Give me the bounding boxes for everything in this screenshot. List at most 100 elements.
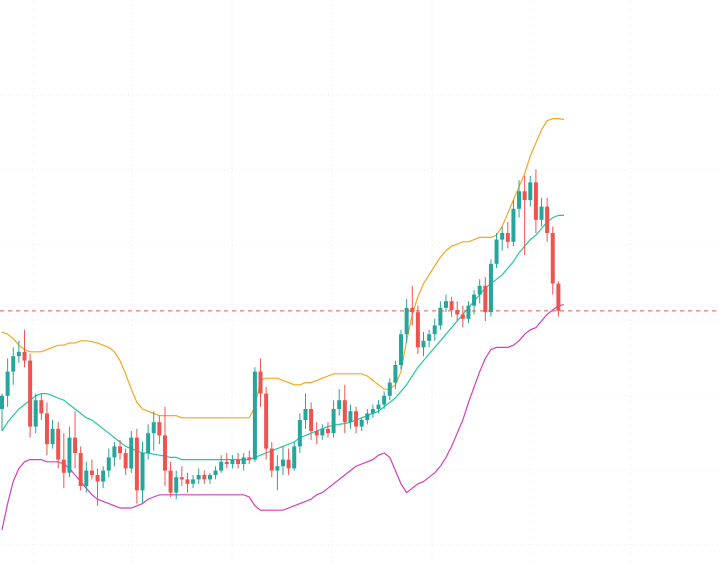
candle-body [247,457,252,460]
candle-down [73,411,78,469]
candle-down [89,459,94,480]
candle-down [224,453,229,469]
candle-body [500,233,505,240]
bollinger-upper-line [1,118,565,419]
candle-body [494,239,499,264]
candle-body [354,411,359,427]
candle-down [460,305,465,328]
candle-body [241,457,246,464]
candle-down [556,281,561,317]
candle-up [0,393,4,431]
candle-up [196,468,201,484]
candle-body [134,437,139,491]
candle-body [477,285,482,295]
candle-body [50,428,55,445]
candle-body [382,395,387,405]
candle-body [460,314,465,319]
candle-body [89,470,94,475]
candle-up [472,290,477,315]
candle-up [112,442,117,467]
candle-down [258,358,263,407]
candle-up [421,332,426,357]
candle-down [56,422,61,469]
candle-down [44,402,49,456]
candle-up [191,475,196,489]
candle-body [449,301,454,310]
candle-down [309,402,314,440]
candle-up [494,233,499,269]
candle-up [292,442,297,471]
candle-body [320,428,325,436]
candle-down [415,305,420,354]
candle-down [264,387,269,460]
candle-down [39,393,44,420]
candle-body [488,263,493,313]
candle-body [39,400,44,414]
candle-up [67,426,72,478]
candle-body [11,356,16,372]
bollinger-middle-line [1,214,564,461]
candle-body [236,459,241,464]
candle-body [213,470,218,475]
candle-down [325,422,330,438]
candle-body [264,393,269,449]
candle-down [522,175,527,255]
candle-body [207,475,212,480]
candle-body [140,453,145,491]
candle-down [185,472,190,493]
candle-body [224,461,229,464]
candle-body [393,365,398,383]
candle-body [191,479,196,484]
bollinger-lower-line [1,304,565,531]
candle-body [365,413,370,420]
candle-body [309,409,314,431]
candle-body [179,477,184,480]
candle-body [348,411,353,423]
candle-down [202,470,207,484]
candle-body [297,420,302,447]
candle-body [421,340,426,348]
candle-up [11,347,16,385]
candle-up [443,294,448,313]
candle-up [539,197,544,227]
candle-up [528,175,533,207]
candle-up [382,391,387,409]
candle-up [281,446,285,475]
candle-body [325,428,330,434]
candle-up [393,360,398,390]
candle-body [0,395,4,409]
candle-up [219,455,224,473]
candle-body [455,310,460,315]
candle-body [129,437,134,469]
candle-down [247,450,252,464]
candle-body [427,334,432,341]
candle-body [545,206,550,233]
candle-up [399,329,404,370]
candle-body [511,208,516,242]
candle-down [410,285,415,326]
candle-up [50,420,55,449]
candle-body [258,371,263,394]
candle-body [342,400,347,423]
candle-body [28,360,33,427]
candle-down [168,461,173,497]
candle-body [230,459,235,464]
candle-body [483,285,488,313]
candle-body [376,404,381,409]
candle-up [387,378,392,401]
candle-body [550,233,555,284]
candle-body [78,453,83,486]
candle-up [5,358,10,407]
candle-up [511,200,516,247]
candle-up [146,424,151,460]
candle-body [118,446,123,453]
candle-body [95,475,100,482]
candle-body [472,294,477,306]
candle-body [415,312,420,348]
candle-down [123,448,128,475]
candle-up [348,404,353,429]
candle-up [16,340,21,363]
candle-up [477,279,482,304]
